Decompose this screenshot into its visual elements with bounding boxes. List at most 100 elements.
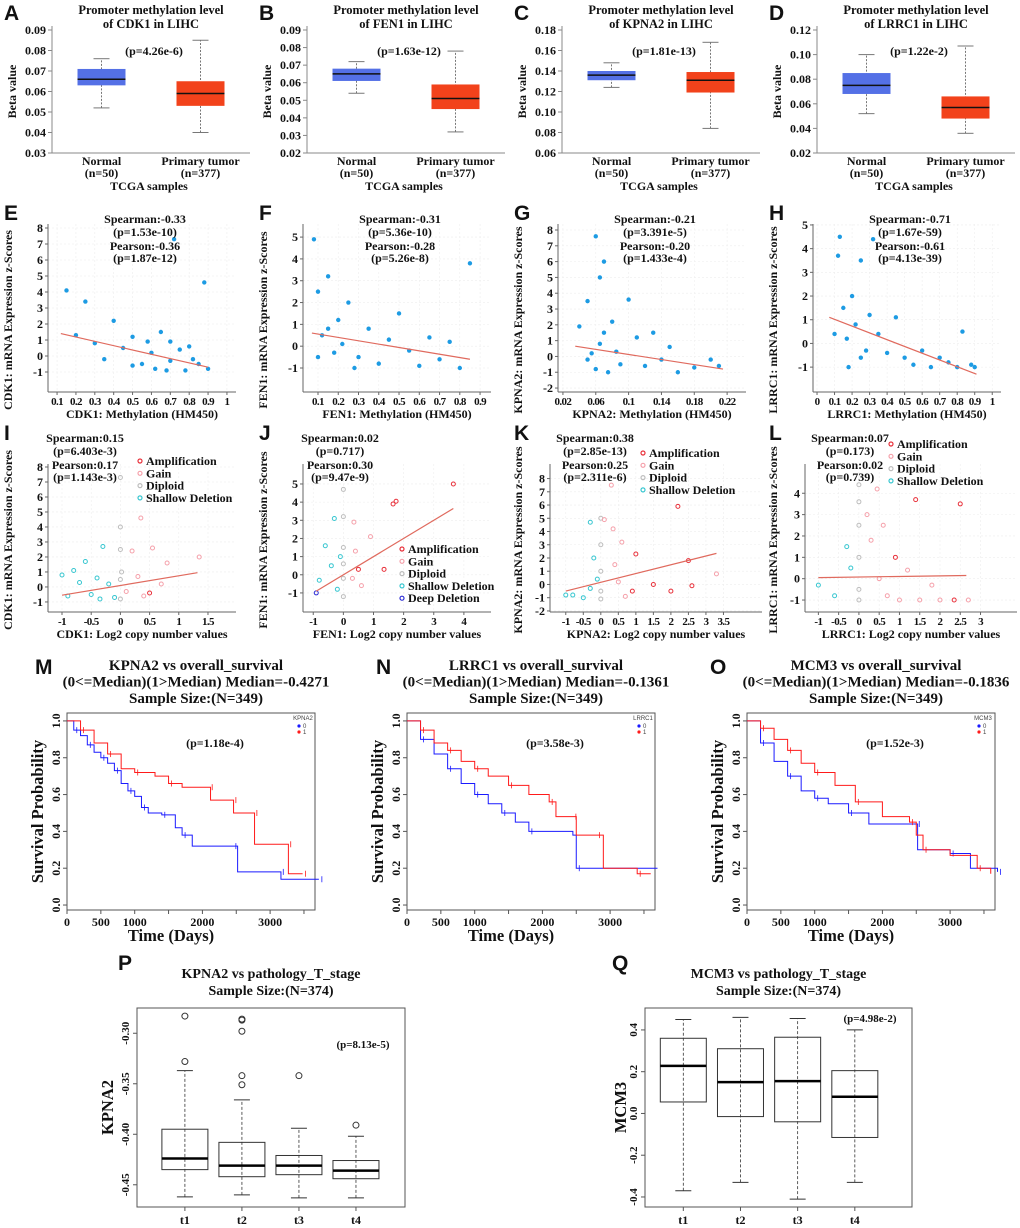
data-point [884,593,890,599]
data-point [615,579,621,585]
x-tick-label: 1000 [463,915,487,929]
legend-title: LRRC1 [633,716,653,722]
p-value: (p=3.58e-3) [526,736,584,750]
correlation-annotation: Spearman:-0.31 [359,212,441,226]
survival-curve-1 [747,720,992,874]
legend-marker [137,482,143,489]
legend-label: 1 [643,730,647,736]
data-point [580,595,586,601]
y-tick-label: 0.4 [49,824,63,839]
data-point [634,335,640,340]
panel-D: D 0.02 0.04 0.06 0.08 0.10 0.12 Promoter methyl… [769,2,1015,193]
data-point [856,597,862,603]
data-point [913,497,919,503]
data-point [610,526,616,532]
y-tick-label: 7 [539,485,545,499]
x-tick-label: 0.5 [393,396,406,408]
data-point [141,593,147,599]
y-tick-label: 0.12 [790,23,811,37]
x-tick-label: 2.5 [954,616,967,628]
panel-letter: P [118,952,132,975]
y-tick-label: -1 [798,360,808,374]
y-tick-label: 0.12 [535,85,556,99]
y-tick-label: 0.2 [729,861,743,876]
y-tick-label: 2 [37,317,43,331]
y-tick-label: 6 [539,498,545,512]
y-tick-label: 6 [37,253,43,267]
box-Normal [842,73,891,94]
x-tick-label: 0.2 [70,396,83,408]
box-t2 [218,1141,266,1178]
y-tick-label: -0.45 [120,1173,132,1196]
survival-curve-0 [407,720,658,869]
data-point [832,593,838,599]
correlation-annotation: (p=0.173) [826,444,875,458]
y-tick-label: 0.04 [280,111,301,125]
legend-label: Diploid [146,479,184,493]
x-tick-label: 0.02 [554,396,572,408]
y-tick-label: 4 [547,286,553,300]
outlier-point [352,1121,360,1129]
chart-title: Sample Size:(N=374) [716,984,841,999]
y-axis-label: Survival Probability [28,739,47,883]
x-tick-label: 0 [744,915,750,929]
y-tick-label: 7 [37,237,43,251]
data-point [593,366,598,372]
x-tick-label: -0.5 [831,616,847,628]
data-point [145,339,150,344]
y-tick-label: -1 [543,365,553,379]
y-tick-label: 1.0 [49,713,63,728]
data-point [618,362,623,367]
category-label: Primary tumor [161,154,240,168]
y-tick-label: 2 [292,531,298,545]
data-point [164,560,170,566]
y-tick-label: 0.08 [280,41,301,55]
data-point [605,370,611,375]
x-tick-label: -0.5 [84,616,100,628]
chart-title: Promoter methylation level [78,3,224,17]
x-axis-label: LRRC1: Log2 copy number values [822,627,1001,641]
correlation-annotation: (p=1.53e-10) [113,225,177,239]
y-tick-label: 0.2 [49,861,63,876]
y-axis-label: KPNA2 [98,1080,117,1135]
data-point [171,237,177,242]
x-tick-label: 3000 [938,915,962,929]
data-point [117,546,123,552]
sample-count: (n=50) [595,166,629,180]
data-point [563,592,569,598]
x-tick-label: 0.3 [864,396,877,408]
grid [558,224,746,392]
data-point [815,582,821,588]
data-point [83,299,88,304]
y-axis-label: Beta value [260,64,274,118]
data-point [969,362,974,367]
panel-B: B 0.02 0.03 0.04 0.05 0.06 0.07 0.08 0.09 Promote… [259,2,505,193]
y-tick-label: 1 [292,317,298,331]
data-point [447,339,452,345]
data-point [366,326,371,331]
panel-letter: E [4,202,18,225]
data-point [593,234,598,239]
x-tick-label: t3 [793,1213,803,1227]
sample-count: (n=50) [850,166,884,180]
y-tick-label: 1 [37,333,43,347]
x-tick-label: 500 [772,915,790,929]
data-point [598,588,604,594]
y-tick-label: -0.30 [120,1021,132,1044]
y-tick-label: 0.4 [729,824,743,839]
legend-marker [888,465,894,472]
y-tick-label: -1 [33,365,43,379]
legend-label: Amplification [146,454,217,468]
data-point [130,334,135,339]
x-axis-label: CDK1: Log2 copy number values [56,627,227,641]
x-tick-label: 500 [92,915,110,929]
data-point [972,364,977,370]
data-point [117,576,123,582]
x-tick-label: 0.5 [873,616,886,628]
data-point [190,357,196,362]
x-tick-label: 0.8 [183,396,196,408]
x-tick-label: 1000 [803,915,827,929]
data-point [856,499,862,505]
x-tick-label: 1.5 [202,616,215,628]
x-tick-label: 0.14 [653,396,671,408]
